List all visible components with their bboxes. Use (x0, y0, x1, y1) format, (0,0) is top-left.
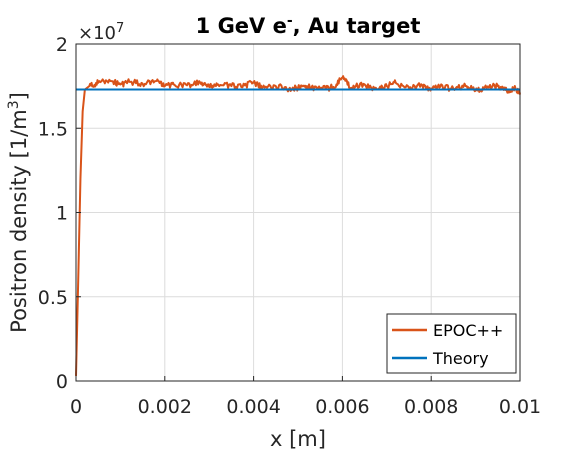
chart-title: 1 GeV e-, Au target (196, 13, 421, 38)
legend-label: EPOC++ (433, 321, 503, 340)
ticks: 0 0.002 0.004 0.006 0.008 0.01 0 0.5 1 1.5 2 (38, 34, 541, 418)
y-axis-label: Positron density [1/m3] (6, 92, 31, 333)
x-tick-label: 0.002 (138, 396, 192, 418)
legend-box (386, 313, 517, 374)
y-exponent-label: ×107 (78, 21, 124, 45)
x-tick-label: 0 (70, 396, 82, 418)
x-tick-label: 0.004 (226, 396, 280, 418)
series-line-epoc- (75, 75, 521, 376)
legend-label: Theory (432, 349, 489, 368)
y-tick-label: 2 (56, 34, 68, 56)
x-tick-label: 0.01 (499, 396, 541, 418)
y-tick-label: 1.5 (38, 118, 68, 140)
y-tick-label: 0.5 (38, 287, 68, 309)
x-tick-label: 0.006 (315, 396, 369, 418)
y-tick-label: 0 (56, 371, 68, 393)
x-axis-label: x [m] (270, 427, 326, 451)
x-tick-label: 0.008 (404, 396, 458, 418)
y-tick-label: 1 (56, 203, 68, 225)
legend: EPOC++ Theory (386, 313, 517, 374)
series-layer (75, 75, 521, 376)
